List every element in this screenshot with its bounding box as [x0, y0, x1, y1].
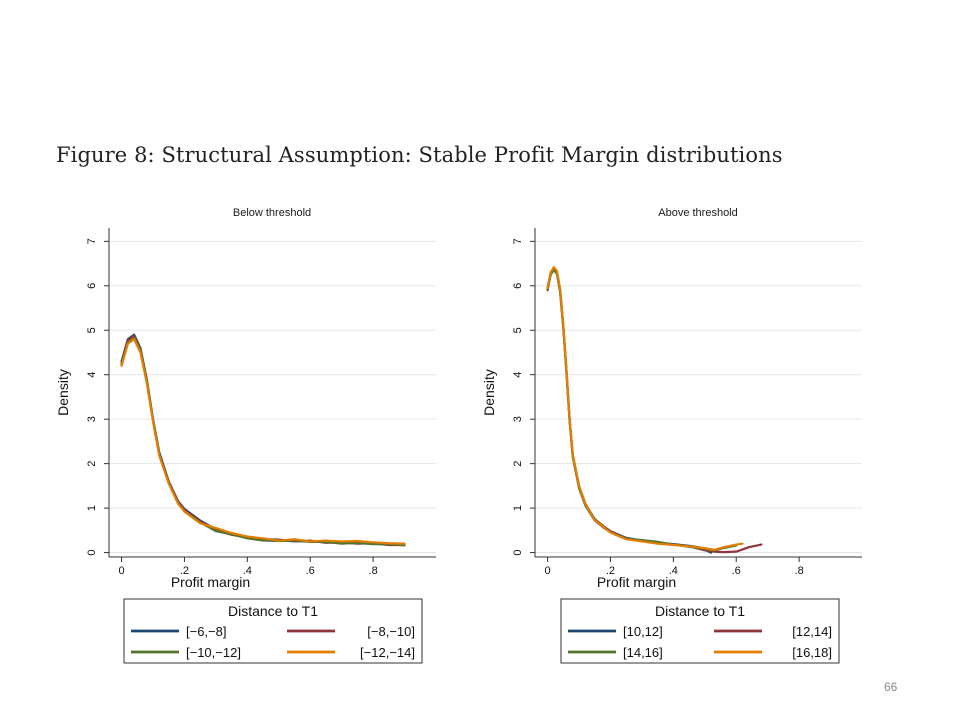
y-tick-label-2: 2	[86, 461, 98, 467]
series-line-3	[120, 336, 406, 547]
series-line-2	[120, 334, 406, 547]
x-tick-label-0: 0	[119, 565, 125, 577]
legend-label-3: [14,16]	[623, 645, 663, 660]
x-tick-label-2: .4	[243, 565, 252, 577]
y-tick-label-4: 4	[512, 372, 524, 378]
panel-title-above: Above threshold	[658, 207, 738, 219]
y-tick-label-1: 1	[86, 505, 98, 511]
y-tick-label-3: 3	[86, 416, 98, 422]
legend-label-1: [−6,−8]	[186, 624, 226, 639]
y-tick-label-5: 5	[512, 327, 524, 333]
slide-number: 66	[884, 680, 898, 694]
chart-panel-below: Below threshold 0 1 2 3 4 5 6 7 0 .2 .4 .6 .8 Profit m…	[55, 207, 436, 664]
legend: Distance to T1[−6,−8] [−8,−10] [−10,−12] [−…	[123, 598, 423, 664]
series-line-1	[120, 333, 406, 546]
y-tick-label-7: 7	[86, 238, 98, 244]
chart-panel-above: Above threshold 0 1 2 3 4 5 6 7 0 .2 .4 .6 .8 Profit m…	[481, 207, 862, 664]
legend-label-2: [−8,−10]	[367, 624, 415, 639]
legend-title: Distance to T1	[228, 603, 318, 619]
legend-label-3: [−10,−12]	[186, 645, 241, 660]
x-tick-label-4: .8	[369, 565, 378, 577]
y-tick-label-0: 0	[512, 549, 524, 555]
series-line-4	[120, 338, 406, 545]
legend-label-4: [−12,−14]	[360, 645, 415, 660]
x-tick-label-1: .2	[606, 565, 615, 577]
y-tick-label-3: 3	[512, 416, 524, 422]
x-tick-label-1: .2	[180, 565, 189, 577]
y-tick-label-7: 7	[512, 238, 524, 244]
legend-title: Distance to T1	[655, 603, 745, 619]
legend-label-4: [16,18]	[792, 645, 832, 660]
y-tick-label-5: 5	[86, 327, 98, 333]
y-tick-label-2: 2	[512, 461, 524, 467]
y-tick-label-0: 0	[86, 549, 98, 555]
x-tick-label-3: .6	[732, 565, 741, 577]
y-tick-label-6: 6	[512, 283, 524, 289]
series-line-2	[546, 267, 763, 554]
y-tick-label-1: 1	[512, 505, 524, 511]
x-tick-label-3: .6	[306, 565, 315, 577]
x-tick-label-0: 0	[545, 565, 551, 577]
y-axis-label: Density	[481, 369, 497, 416]
x-tick-label-4: .8	[795, 565, 804, 577]
legend-label-2: [12,14]	[792, 624, 832, 639]
x-axis-label: Profit margin	[597, 574, 676, 590]
x-tick-label-2: .4	[669, 565, 678, 577]
series-line-4	[546, 266, 744, 551]
y-tick-label-4: 4	[86, 372, 98, 378]
series-line-1	[546, 266, 713, 554]
figure-title: Figure 8: Structural Assumption: Stable …	[56, 143, 783, 167]
legend: Distance to T1 [10,12] [12,14] [14,16] [16,1…	[560, 598, 840, 664]
legend-label-1: [10,12]	[623, 624, 663, 639]
x-axis-label: Profit margin	[171, 574, 250, 590]
y-tick-label-6: 6	[86, 283, 98, 289]
panel-title-below: Below threshold	[233, 207, 311, 219]
y-axis-label: Density	[55, 369, 71, 416]
